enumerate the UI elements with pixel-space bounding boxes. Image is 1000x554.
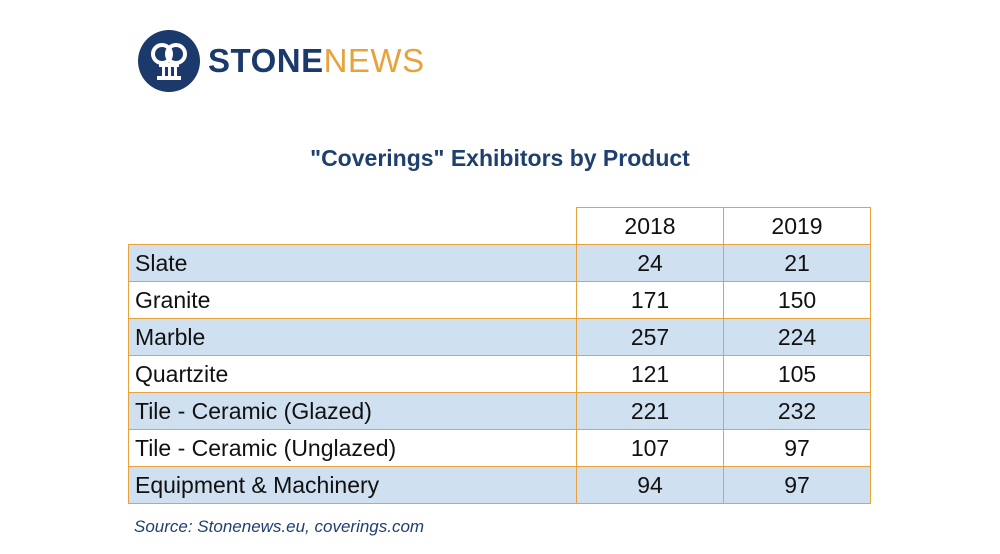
table-row: Marble 257 224 xyxy=(128,318,871,356)
table-row: Tile - Ceramic (Glazed) 221 232 xyxy=(128,392,871,430)
table-header-row: 2018 2019 xyxy=(129,207,871,245)
cell-2019: 150 xyxy=(723,281,871,319)
cell-2018: 107 xyxy=(576,429,724,467)
cell-2018: 171 xyxy=(576,281,724,319)
logo-wordmark: STONENEWS xyxy=(208,42,425,80)
source-note: Source: Stonenews.eu, coverings.com xyxy=(134,517,425,536)
chart-title: "Coverings" Exhibitors by Product xyxy=(310,145,690,171)
row-label: Equipment & Machinery xyxy=(128,466,577,504)
table-row: Tile - Ceramic (Unglazed) 107 97 xyxy=(128,429,871,467)
row-label: Marble xyxy=(128,318,577,356)
cell-2019: 224 xyxy=(723,318,871,356)
cell-2018: 121 xyxy=(576,355,724,393)
cell-2019: 105 xyxy=(723,355,871,393)
row-label: Tile - Ceramic (Glazed) xyxy=(128,392,577,430)
column-emblem-icon xyxy=(151,43,187,80)
stonenews-logo: STONENEWS xyxy=(138,30,425,92)
logo-word-news: NEWS xyxy=(323,42,425,79)
table-row: Granite 171 150 xyxy=(128,281,871,319)
row-label: Slate xyxy=(128,244,577,282)
row-label: Granite xyxy=(128,281,577,319)
table-row: Slate 24 21 xyxy=(128,244,871,282)
column-header-2018: 2018 xyxy=(576,207,724,245)
cell-2019: 97 xyxy=(723,466,871,504)
cell-2019: 232 xyxy=(723,392,871,430)
cell-2018: 221 xyxy=(576,392,724,430)
cell-2018: 257 xyxy=(576,318,724,356)
cell-2018: 94 xyxy=(576,466,724,504)
logo-word-stone: STONE xyxy=(208,42,324,79)
exhibitors-table: 2018 2019 Slate 24 21 Granite 171 150 Ma… xyxy=(128,207,871,504)
cell-2019: 97 xyxy=(723,429,871,467)
cell-2018: 24 xyxy=(576,244,724,282)
table-row: Equipment & Machinery 94 97 xyxy=(128,466,871,504)
row-label: Quartzite xyxy=(128,355,577,393)
column-header-2019: 2019 xyxy=(723,207,871,245)
header-blank-cell xyxy=(129,208,577,245)
cell-2019: 21 xyxy=(723,244,871,282)
row-label: Tile - Ceramic (Unglazed) xyxy=(128,429,577,467)
table-row: Quartzite 121 105 xyxy=(128,355,871,393)
logo-mark-icon xyxy=(138,30,200,92)
